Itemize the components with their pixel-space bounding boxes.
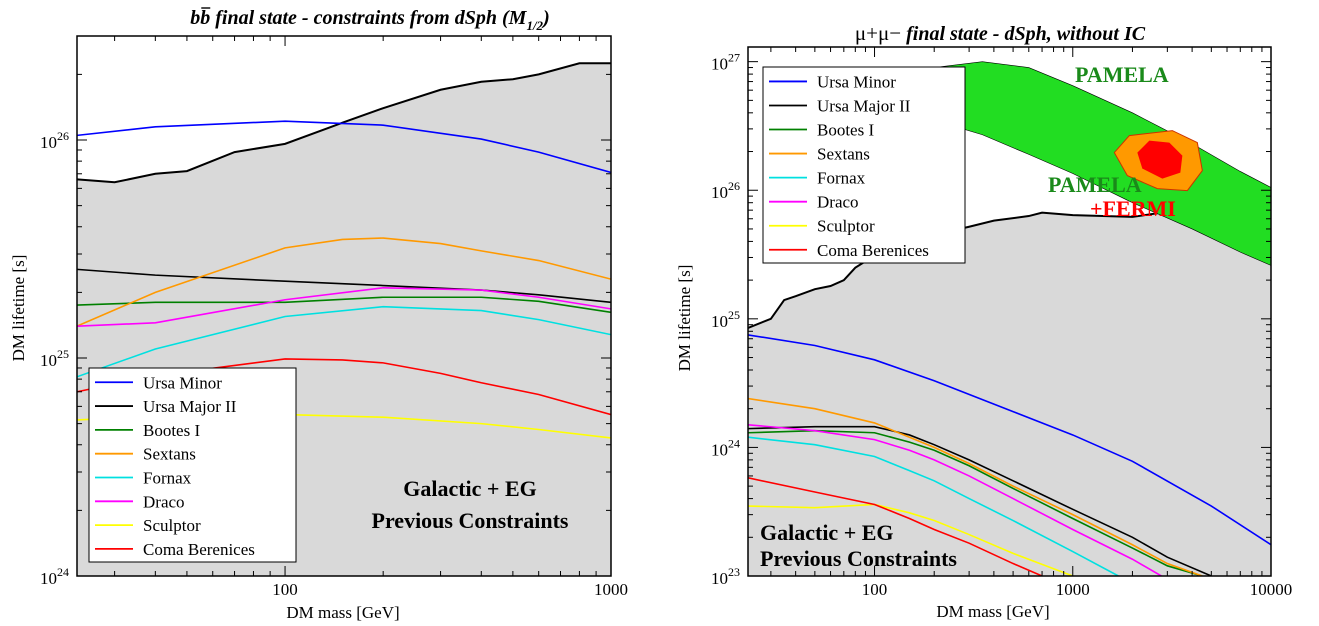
- left-y-axis-label: DM lifetime [s]: [9, 255, 28, 362]
- right-y-axis-label: DM lifetime [s]: [675, 265, 694, 372]
- x-tick-label: 10000: [1250, 580, 1293, 599]
- y-tick-label: 1024: [711, 436, 740, 459]
- pamela-band: [903, 61, 1271, 266]
- legend-label: Ursa Major II: [817, 96, 911, 115]
- right-chart: μ+μ− final state - dSph, without IC 100 1…: [675, 21, 1292, 621]
- x-tick-label: 1000: [1056, 580, 1090, 599]
- series-line-bootes-i: [77, 296, 611, 314]
- left-x-axis-label: DM mass [GeV]: [286, 603, 399, 622]
- excluded-region: [748, 199, 1271, 576]
- left-chart: bb final state - constraints from dSph (…: [9, 7, 628, 622]
- legend-label: Fornax: [817, 169, 866, 188]
- legend-label: Ursa Major II: [143, 397, 237, 416]
- legend-label: Coma Berenices: [817, 241, 929, 260]
- y-tick-label: 1026: [40, 129, 69, 152]
- region-annotation: Galactic + EG: [403, 476, 537, 501]
- y-tick-label: 1025: [40, 347, 69, 370]
- excluded-region-boundary: [77, 62, 611, 184]
- right-x-axis-label: DM mass [GeV]: [936, 602, 1049, 621]
- bbar-b: b: [200, 7, 210, 29]
- legend-label: Draco: [817, 193, 859, 212]
- legend: Ursa Minor Ursa Major II Bootes I Sextans Fo…: [88, 367, 297, 563]
- series-line-ursa-major-ii: [748, 425, 1212, 576]
- series-line-sextans: [748, 397, 1203, 576]
- series-line-draco: [77, 286, 611, 327]
- legend-label: Bootes I: [143, 421, 200, 440]
- legend-label: Ursa Minor: [143, 373, 222, 392]
- pamela-fermi-inner-region: [1137, 140, 1183, 179]
- legend-label: Sextans: [143, 445, 196, 464]
- region-annotation: Galactic + EG: [760, 520, 894, 545]
- series-line-fornax: [77, 305, 611, 378]
- series-line-ursa-minor: [748, 334, 1271, 546]
- y-tick-label: 1026: [711, 179, 740, 202]
- pamela-fermi-label: PAMELA: [1048, 172, 1142, 197]
- left-chart-title: bb final state - constraints from dSph (…: [190, 7, 549, 33]
- legend-box: [88, 367, 297, 563]
- y-tick-label: 1024: [40, 565, 69, 588]
- series-line-coma-berenices: [748, 477, 1043, 576]
- legend-label: Ursa Minor: [817, 72, 896, 91]
- right-chart-title: μ+μ− final state - dSph, without IC: [855, 21, 1146, 45]
- series-line-sculptor: [748, 503, 1074, 576]
- series-line-fornax: [748, 436, 1119, 576]
- series-line-draco: [748, 423, 1162, 576]
- plot-frame: [747, 46, 1272, 577]
- legend-box: [762, 66, 966, 264]
- legend-label: Sextans: [817, 145, 870, 164]
- legend-label: Fornax: [143, 468, 192, 487]
- x-tick-label: 100: [272, 580, 298, 599]
- pamela-fermi-label: +FERMI: [1090, 196, 1176, 221]
- region-annotation: Previous Constraints: [372, 508, 569, 533]
- legend-label: Sculptor: [143, 516, 201, 535]
- legend-label: Sculptor: [817, 217, 875, 236]
- pamela-label: PAMELA: [1075, 62, 1169, 87]
- x-tick-label: 1000: [594, 580, 628, 599]
- y-tick-label: 1027: [711, 51, 740, 74]
- region-annotation: Previous Constraints: [760, 546, 957, 571]
- series-line-sextans: [77, 237, 611, 327]
- y-tick-label: 1025: [711, 308, 740, 331]
- legend: Ursa Minor Ursa Major II Bootes I Sextans Fo…: [762, 66, 966, 264]
- plot-frame: [76, 35, 612, 577]
- series-line-ursa-major-ii: [77, 268, 611, 304]
- series-line-ursa-minor: [77, 120, 611, 174]
- legend-label: Draco: [143, 492, 185, 511]
- x-tick-label: 100: [862, 580, 888, 599]
- legend-label: Coma Berenices: [143, 540, 255, 559]
- series-line-bootes-i: [748, 429, 1203, 576]
- y-tick-label: 1023: [711, 565, 740, 588]
- legend-label: Bootes I: [817, 121, 874, 140]
